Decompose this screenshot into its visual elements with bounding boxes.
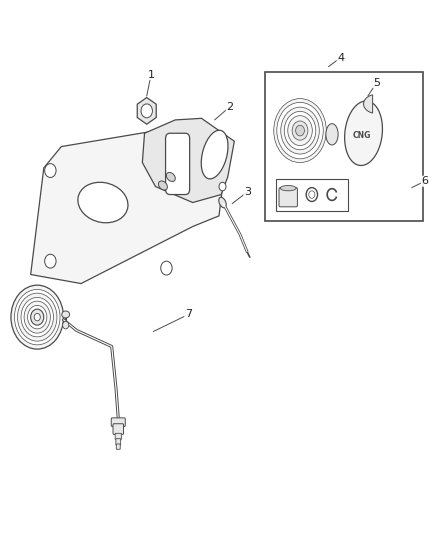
Polygon shape bbox=[31, 125, 228, 284]
Text: 4: 4 bbox=[337, 53, 344, 62]
Text: CNG: CNG bbox=[352, 132, 371, 140]
Text: 3: 3 bbox=[244, 187, 251, 197]
Ellipse shape bbox=[219, 197, 226, 208]
Circle shape bbox=[14, 289, 60, 345]
Circle shape bbox=[277, 102, 323, 159]
Circle shape bbox=[306, 188, 318, 201]
Circle shape bbox=[63, 321, 69, 329]
Text: 2: 2 bbox=[226, 102, 233, 111]
FancyBboxPatch shape bbox=[113, 424, 124, 434]
FancyBboxPatch shape bbox=[166, 133, 190, 195]
FancyBboxPatch shape bbox=[117, 444, 120, 449]
Text: 7: 7 bbox=[185, 310, 192, 319]
Bar bbox=[265, 72, 423, 221]
Text: 6: 6 bbox=[421, 176, 428, 186]
Circle shape bbox=[274, 99, 326, 163]
Polygon shape bbox=[142, 118, 234, 203]
Circle shape bbox=[24, 301, 50, 333]
Ellipse shape bbox=[159, 181, 167, 190]
Circle shape bbox=[284, 111, 316, 150]
Circle shape bbox=[196, 133, 207, 147]
FancyBboxPatch shape bbox=[279, 188, 297, 207]
FancyBboxPatch shape bbox=[111, 418, 125, 426]
FancyBboxPatch shape bbox=[116, 439, 121, 445]
Bar bbox=[276, 179, 348, 211]
FancyBboxPatch shape bbox=[115, 433, 121, 440]
Polygon shape bbox=[345, 101, 382, 166]
Circle shape bbox=[292, 121, 308, 140]
Circle shape bbox=[288, 116, 312, 146]
Circle shape bbox=[281, 107, 319, 154]
Circle shape bbox=[21, 297, 53, 337]
Ellipse shape bbox=[62, 311, 70, 318]
Circle shape bbox=[18, 293, 57, 341]
Ellipse shape bbox=[201, 130, 228, 179]
Circle shape bbox=[45, 254, 56, 268]
Circle shape bbox=[11, 285, 64, 349]
Circle shape bbox=[309, 191, 315, 198]
Circle shape bbox=[219, 182, 226, 191]
Circle shape bbox=[141, 104, 152, 118]
Text: 5: 5 bbox=[373, 78, 380, 87]
Circle shape bbox=[161, 261, 172, 275]
Polygon shape bbox=[137, 98, 156, 124]
Ellipse shape bbox=[280, 185, 296, 191]
Circle shape bbox=[28, 305, 47, 329]
Ellipse shape bbox=[166, 172, 175, 182]
Circle shape bbox=[31, 309, 44, 325]
Text: 1: 1 bbox=[148, 70, 155, 79]
Polygon shape bbox=[364, 95, 373, 113]
Circle shape bbox=[34, 313, 40, 321]
Circle shape bbox=[45, 164, 56, 177]
Ellipse shape bbox=[78, 182, 128, 223]
Ellipse shape bbox=[326, 124, 338, 145]
Circle shape bbox=[296, 125, 304, 136]
